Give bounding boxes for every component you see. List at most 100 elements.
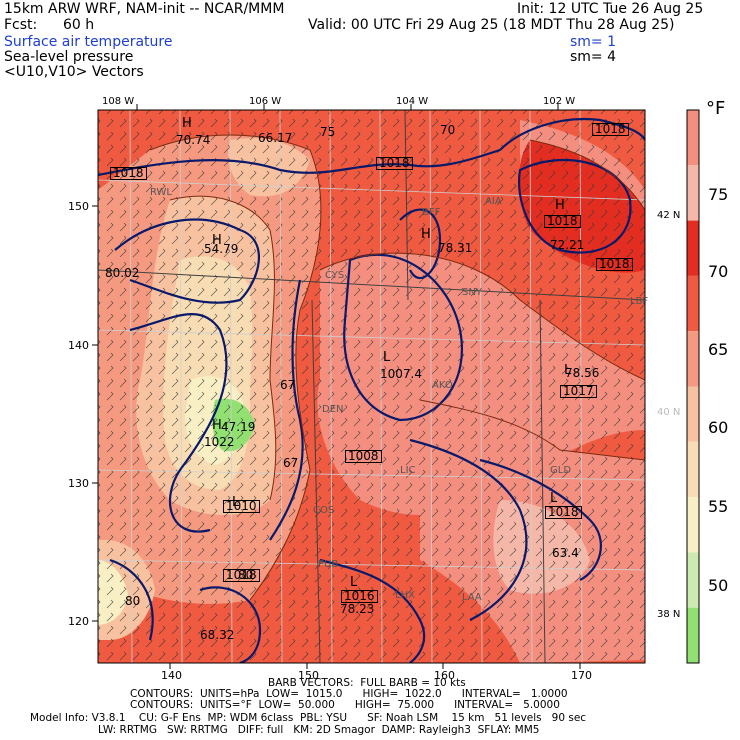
low-marker: L — [383, 350, 391, 365]
colorbar — [686, 109, 700, 664]
colorbar-segment — [687, 165, 699, 221]
colorbar-tick-75: 75 — [708, 185, 729, 204]
colorbar-segment — [687, 552, 699, 608]
pressure-label: 1018 — [545, 506, 582, 519]
forecast-hour: 60 h — [63, 17, 95, 33]
temperature-contours — [149, 134, 645, 601]
colorbar-segment — [687, 386, 699, 442]
colorbar-segment — [687, 331, 699, 387]
city-label: RWL — [150, 187, 173, 198]
state-boundaries — [98, 110, 645, 663]
pressure-label: 1016 — [341, 590, 378, 603]
grid-x-label-150: 150 — [298, 669, 319, 682]
colorbar-segment — [687, 441, 699, 498]
field-slp-smooth: sm= 4 — [570, 49, 617, 65]
center-value-label: 1022 — [204, 435, 235, 449]
temp-label: 67 — [280, 378, 296, 392]
city-label: LIC — [400, 465, 416, 476]
lat-label-42n: 42 N — [657, 210, 681, 221]
low-marker: L — [350, 575, 358, 590]
city-label: PUB — [318, 559, 339, 570]
grid-y-label-150: 150 — [68, 200, 89, 213]
colorbar-segment — [687, 220, 699, 276]
field-surface-temp-smooth: sm= 1 — [570, 34, 617, 50]
low-marker: L — [232, 495, 240, 510]
temp-label: 70 — [440, 123, 456, 137]
pressure-label: 1010 — [223, 500, 260, 513]
city-label: GLD — [550, 465, 572, 476]
city-label: LBF — [630, 296, 649, 307]
lon-label-108w: 108 W — [102, 96, 135, 107]
contours-slp: CONTOURS: UNITS=hPa LOW= 1015.0 HIGH= 10… — [130, 688, 568, 700]
city-label: AIA — [485, 196, 502, 207]
low-marker: L — [564, 363, 572, 378]
field-surface-temp: Surface air temperature — [4, 34, 173, 50]
field-wind-vectors: <U10,V10> Vectors — [4, 64, 144, 80]
city-label: DEN — [322, 404, 344, 415]
colorbar-tick-65: 65 — [708, 340, 729, 359]
grid-y-label-130: 130 — [68, 477, 89, 490]
center-value-label: 47.19 — [221, 420, 256, 434]
grid-y-label-120: 120 — [68, 615, 89, 628]
lon-label-104w: 104 W — [396, 96, 429, 107]
pressure-label: 1018 — [110, 167, 147, 180]
city-label: LHX — [395, 590, 415, 601]
pressure-label: 1008 — [345, 450, 382, 463]
pressure-label: 1018 — [592, 123, 629, 136]
colorbar-tick-55: 55 — [708, 497, 729, 516]
temp-label: 67 — [283, 456, 299, 470]
high-marker: H — [182, 116, 192, 131]
model-info-1: Model Info: V3.8.1 CU: G-F Ens MP: WDM 6… — [30, 712, 587, 724]
init-time: Init: 12 UTC Tue 26 Aug 25 — [517, 1, 704, 17]
city-label: LAA — [462, 592, 482, 603]
city-label: CYS — [325, 270, 345, 281]
pressure-label: 1018 — [223, 569, 260, 582]
temp-label: 66.17 — [258, 131, 293, 145]
city-label: COS — [313, 505, 335, 516]
high-marker: H — [212, 418, 222, 433]
lat-label-38n: 38 N — [657, 609, 681, 620]
grid-x-label-160: 160 — [434, 669, 455, 682]
city-label: AKO — [432, 380, 453, 391]
center-value-label: 1017 — [560, 385, 597, 398]
barb-legend: BARB VECTORS: FULL BARB = 10 kts — [268, 677, 466, 689]
city-label: SNY — [462, 287, 482, 298]
pressure-label: 1018 — [596, 258, 633, 271]
colorbar-segment — [687, 497, 699, 553]
center-value-label: 1007.4 — [380, 367, 422, 381]
temp-label: 78.23 — [340, 602, 375, 616]
temp-label: 78.31 — [438, 241, 473, 255]
forecast-label: Fcst: — [4, 17, 38, 33]
temp-label: 80 — [238, 568, 254, 582]
colorbar-frame — [686, 109, 700, 664]
colorbar-tick-60: 60 — [708, 418, 729, 437]
temp-label: 75 — [320, 125, 336, 139]
grid-x-label-140: 140 — [161, 669, 182, 682]
field-slp: Sea-level pressure — [4, 49, 134, 65]
colorbar-tick-70: 70 — [708, 262, 729, 281]
temp-label: 54.79 — [204, 242, 239, 256]
pressure-label: 1018 — [544, 215, 581, 228]
city-label: BFF — [422, 207, 441, 218]
temp-label: 80 — [125, 594, 141, 608]
high-marker: H — [212, 233, 222, 248]
temp-label: 80.02 — [105, 266, 140, 280]
colorbar-tick-50: 50 — [708, 576, 729, 595]
colorbar-segment — [687, 607, 699, 663]
low-marker: L — [550, 491, 558, 506]
temp-label: 70.74 — [176, 133, 211, 147]
temp-label: 68.32 — [200, 628, 235, 642]
pressure-label: 1018 — [376, 157, 413, 170]
valid-time: Valid: 00 UTC Fri 29 Aug 25 (18 MDT Thu … — [308, 17, 675, 33]
colorbar-segment — [687, 275, 699, 332]
high-marker: H — [421, 227, 431, 242]
model-title: 15km ARW WRF, NAM-init -- NCAR/MMM — [4, 1, 285, 17]
temp-label: 78.56 — [565, 366, 600, 380]
temp-label: 63.4 — [552, 546, 579, 560]
lon-label-102w: 102 W — [543, 96, 576, 107]
temp-label: 72.21 — [550, 238, 585, 252]
grid-y-label-140: 140 — [68, 339, 89, 352]
model-info-2: LW: RRTMG SW: RRTMG DIFF: full KM: 2D Sm… — [98, 724, 540, 736]
slp-contours — [98, 118, 645, 663]
